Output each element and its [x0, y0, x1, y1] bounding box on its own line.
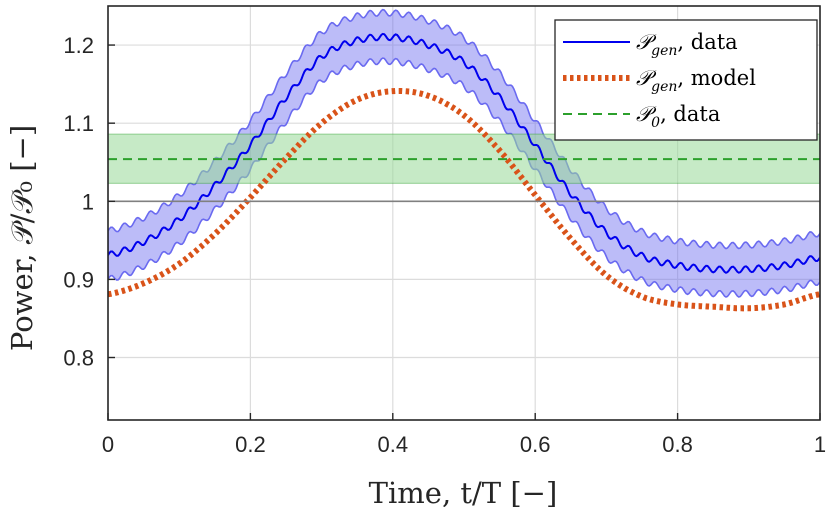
- x-tick-label: 0: [102, 432, 114, 457]
- x-tick-label: 0.4: [378, 432, 409, 457]
- legend-label-gen_model: 𝒫gen, model: [636, 66, 756, 95]
- series-band-gen_data: [108, 8, 820, 298]
- y-tick-label: 1.1: [63, 111, 94, 136]
- x-tick-label: 0.8: [662, 432, 693, 457]
- legend-entry-p0_data: 𝒫0, data: [563, 102, 720, 131]
- series-line-gen_data: [108, 32, 820, 274]
- series-line-gen_model: [108, 88, 820, 312]
- x-tick-label: 0.6: [520, 432, 551, 457]
- lines: [108, 32, 820, 312]
- y-tick-label: 1.2: [63, 33, 94, 58]
- y-axis-label: Power, 𝒫/𝒫₀ [−]: [5, 125, 39, 351]
- x-tick-label: 1: [814, 432, 826, 457]
- axes-frame: [107, 5, 821, 421]
- y-tick-label: 0.9: [63, 267, 94, 292]
- legend-entry-gen_model: 𝒫gen, model: [563, 66, 756, 95]
- x-tick-label: 0.2: [235, 432, 266, 457]
- legend-label-p0_data: 𝒫0, data: [636, 102, 720, 131]
- y-tick-label: 0.8: [63, 346, 94, 371]
- y-tick-label: 1: [82, 189, 94, 214]
- x-axis-label: Time, t/T [−]: [369, 476, 558, 510]
- ticks: 0 0.2 0.4 0.6 0.8 1 0.8 0.9 1 1.1 1.2: [63, 33, 826, 457]
